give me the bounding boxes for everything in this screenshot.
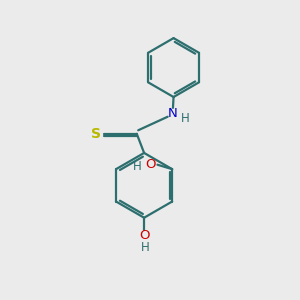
- Text: N: N: [168, 107, 178, 120]
- Text: H: H: [133, 160, 141, 173]
- Text: O: O: [145, 158, 155, 171]
- Text: H: H: [141, 241, 150, 254]
- Text: S: S: [91, 127, 101, 141]
- Text: H: H: [181, 112, 190, 125]
- Text: O: O: [139, 229, 149, 242]
